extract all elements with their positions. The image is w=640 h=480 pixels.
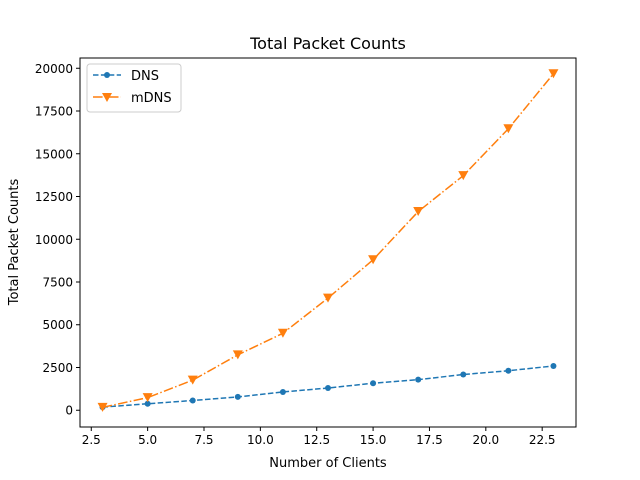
y-tick-label: 2500 bbox=[42, 361, 73, 375]
data-point-dns bbox=[279, 388, 286, 395]
data-point-mdns bbox=[187, 375, 198, 385]
data-point-mdns bbox=[232, 350, 243, 360]
data-point-dns bbox=[460, 371, 467, 378]
legend-label-dns: DNS bbox=[131, 69, 159, 84]
data-point-mdns bbox=[458, 171, 469, 181]
x-tick-label: 15.0 bbox=[360, 433, 387, 447]
y-tick-label: 5000 bbox=[42, 318, 73, 332]
data-point-mdns bbox=[368, 255, 379, 265]
y-tick-label: 7500 bbox=[42, 275, 73, 289]
data-point-dns bbox=[370, 380, 377, 387]
legend-box bbox=[86, 63, 182, 113]
legend-label-mdns: mDNS bbox=[131, 91, 172, 106]
data-point-mdns bbox=[97, 402, 108, 412]
data-point-mdns bbox=[277, 328, 288, 338]
series-layer bbox=[97, 69, 559, 412]
x-tick-label: 2.5 bbox=[82, 433, 101, 447]
x-tick-label: 17.5 bbox=[416, 433, 443, 447]
data-point-dns bbox=[189, 397, 196, 404]
y-tick-label: 15000 bbox=[35, 147, 73, 161]
data-point-dns bbox=[550, 362, 557, 369]
y-axis-label: Total Packet Counts bbox=[7, 179, 22, 307]
data-point-mdns bbox=[323, 293, 333, 303]
x-tick-label: 20.0 bbox=[472, 433, 499, 447]
x-tick-label: 7.5 bbox=[194, 433, 213, 447]
y-tick-label: 20000 bbox=[35, 62, 73, 76]
data-point-dns bbox=[234, 393, 241, 400]
legend: DNS mDNS bbox=[86, 63, 182, 113]
y-tick-label: 10000 bbox=[35, 233, 73, 247]
data-point-dns bbox=[505, 367, 512, 374]
y-tick-label: 0 bbox=[65, 404, 73, 418]
axis-layer: 2.5 5.0 7.5 10.0 12.5 15.0 17.5 20.0 22.5 0 2500 50… bbox=[35, 62, 556, 447]
x-tick-label: 5.0 bbox=[138, 433, 157, 447]
legend-marker-dns bbox=[104, 72, 110, 78]
x-axis-label: Number of Clients bbox=[269, 456, 387, 471]
data-point-mdns bbox=[142, 393, 153, 403]
data-point-dns bbox=[325, 385, 331, 392]
x-tick-label: 12.5 bbox=[303, 433, 330, 447]
y-tick-label: 12500 bbox=[35, 190, 73, 204]
data-point-mdns bbox=[503, 124, 514, 134]
data-point-mdns bbox=[413, 207, 424, 217]
legend-marker-mdns bbox=[102, 93, 112, 102]
data-point-dns bbox=[415, 376, 422, 383]
data-point-mdns bbox=[548, 69, 559, 79]
chart-title: Total Packet Counts bbox=[249, 34, 406, 53]
x-tick-label: 10.0 bbox=[247, 433, 274, 447]
data-point-dns bbox=[144, 400, 151, 407]
series-line-mdns bbox=[102, 73, 555, 409]
plot-frame bbox=[79, 57, 577, 428]
x-tick-label: 22.5 bbox=[529, 433, 556, 447]
y-tick-label: 17500 bbox=[35, 105, 73, 119]
